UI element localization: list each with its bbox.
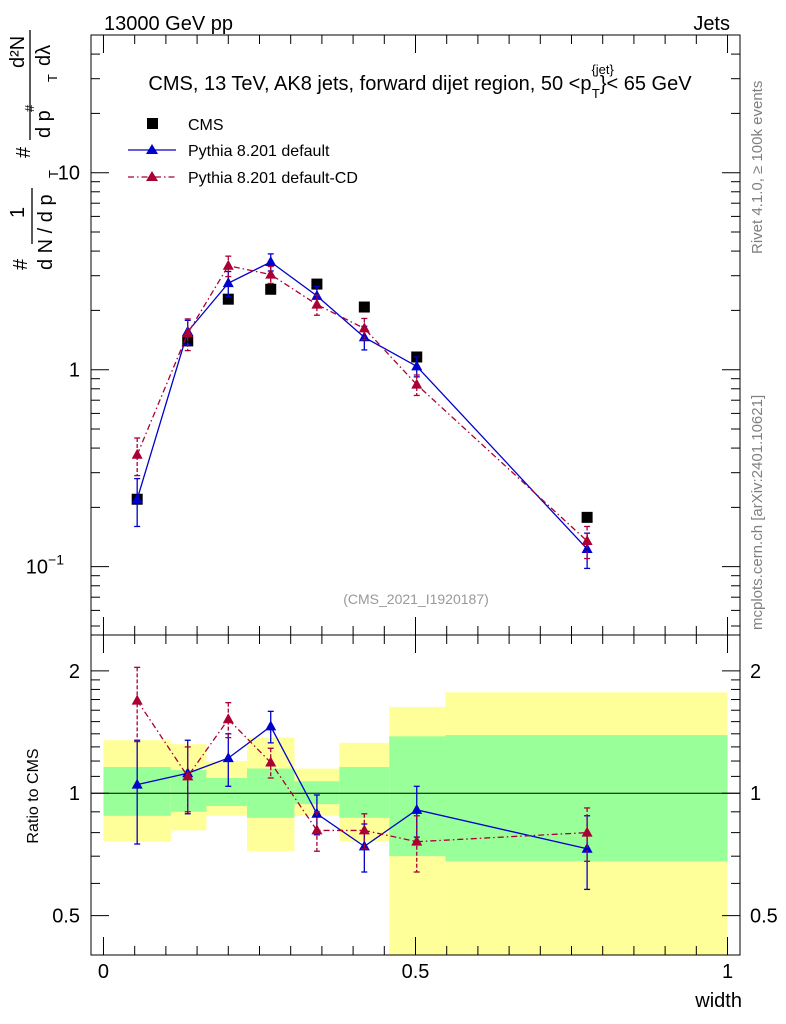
ratio-line-pythia-8-201-default	[137, 725, 588, 850]
main-point-cms-5	[358, 301, 370, 313]
legend-cms-marker	[147, 118, 158, 129]
main-point-pythia-8-201-default-6	[411, 360, 423, 371]
main-point-cms-7	[581, 511, 593, 523]
main-point-pythia-8-201-default-cd-3	[265, 268, 277, 279]
ylabel-d2n: d²N	[7, 36, 29, 68]
main-point-pythia-8-201-default-5	[358, 331, 370, 342]
category-label: Jets	[693, 13, 730, 35]
ratio-ytick-label-right-2: 2	[750, 661, 761, 683]
analysis-id: (CMS_2021_I1920187)	[343, 591, 489, 607]
ratio-xtick-label-0: 0	[98, 961, 109, 983]
ratio-point-pythia-8-201-default-6	[411, 803, 423, 814]
ratio-point-pythia-8-201-default-cd-6	[411, 835, 423, 846]
ratio-point-pythia-8-201-default-0	[131, 778, 143, 789]
main-point-cms-3	[265, 283, 277, 295]
legend-pythia-default-label: Pythia 8.201 default	[188, 143, 330, 160]
band-inner-5	[339, 767, 390, 818]
rivet-label: Rivet 4.1.0, ≥ 100k events	[749, 81, 766, 254]
energy-label: 13000 GeV pp	[104, 13, 233, 35]
ylabel-dl: dλ	[33, 45, 55, 66]
ratio-ytick-label-left-1: 1	[69, 783, 80, 805]
main-point-pythia-8-201-default-cd-2	[222, 259, 234, 270]
ratio-point-pythia-8-201-default-cd-0	[131, 694, 143, 705]
ratio-point-pythia-8-201-default-2	[222, 752, 234, 763]
ratio-point-pythia-8-201-default-cd-1	[182, 770, 194, 781]
ylabel-one: 1	[7, 207, 29, 218]
ratio-point-pythia-8-201-default-cd-3	[265, 756, 277, 767]
main-panel: 10−1 1 10	[26, 34, 741, 636]
ratio-ytick-label-left-2: 2	[69, 661, 80, 683]
x-axis-label: width	[694, 990, 742, 1012]
main-line-pythia-8-201-default	[136, 261, 588, 550]
title-suffix: }< 65 GeV	[600, 73, 692, 95]
ratio-point-pythia-8-201-default-3	[265, 720, 277, 731]
ratio-panel: 0 0.5 1 0.5 0.5 1 1 2 2	[52, 634, 778, 983]
ratio-ytick-label-right-0: 0.5	[750, 906, 778, 928]
title-sub: T	[592, 86, 600, 101]
main-point-pythia-8-201-default-2	[222, 277, 234, 288]
title-sup: {jet}	[591, 62, 614, 77]
ratio-point-pythia-8-201-default-cd-5	[358, 824, 370, 835]
main-point-pythia-8-201-default-cd-7	[581, 535, 593, 546]
ratio-ylabel: Ratio to CMS	[25, 748, 42, 843]
ratio-point-pythia-8-201-default-cd-7	[581, 826, 593, 837]
main-point-pythia-8-201-default-cd-4	[311, 298, 323, 309]
ylabel-sub-t1: T	[46, 170, 61, 178]
ylabel-hash1: #	[10, 258, 32, 270]
legend: CMS Pythia 8.201 default Pythia 8.201 de…	[128, 117, 358, 187]
ylabel-hash3: #	[22, 104, 37, 112]
ratio-line-pythia-8-201-default-cd	[136, 700, 588, 843]
ratio-ytick-label-right-1: 1	[750, 783, 761, 805]
legend-cms-label: CMS	[188, 117, 224, 134]
main-ytick-label-1: 1	[69, 360, 80, 382]
uncertainty-bands	[103, 692, 728, 955]
y-axis-label: # 1 d N / d p T # d²N # d p T dλ	[7, 30, 61, 270]
ylabel-dpt: d p	[33, 110, 55, 138]
ylabel-sub-t2: T	[45, 74, 60, 82]
ratio-xtick-label-1: 0.5	[402, 961, 430, 983]
ratio-xtick-label-2: 1	[722, 961, 733, 983]
plot-title: CMS, 13 TeV, AK8 jets, forward dijet reg…	[148, 62, 692, 101]
band-inner-2	[206, 778, 248, 807]
legend-pythia-cd-marker	[146, 171, 158, 181]
ratio-point-pythia-8-201-default-cd-2	[222, 713, 234, 724]
ylabel-hash2: #	[13, 146, 35, 158]
ratio-ytick-label-left-0: 0.5	[52, 906, 80, 928]
main-point-pythia-8-201-default-cd-6	[411, 378, 423, 389]
main-ytick-label-2: 10	[58, 163, 80, 185]
main-point-pythia-8-201-default-cd-5	[358, 322, 370, 333]
mcplots-label: mcplots.cern.ch [arXiv:2401.10621]	[749, 395, 766, 630]
ylabel-dn-dpt: d N / d p	[35, 194, 57, 270]
legend-pythia-cd-label: Pythia 8.201 default-CD	[188, 170, 358, 187]
main-point-cms-2	[222, 293, 234, 305]
main-ytick-label-0: 10−1	[26, 552, 64, 579]
main-point-pythia-8-201-default-cd-1	[182, 327, 194, 338]
ratio-point-pythia-8-201-default-cd-4	[311, 824, 323, 835]
main-point-pythia-8-201-default-0	[131, 493, 143, 504]
main-line-pythia-8-201-default-cd	[136, 265, 588, 542]
legend-pythia-default-marker	[146, 144, 158, 154]
main-point-cms-4	[311, 278, 323, 290]
band-inner-4	[294, 781, 340, 805]
main-point-pythia-8-201-default-3	[265, 256, 277, 267]
main-point-pythia-8-201-default-cd-0	[131, 448, 143, 459]
title-prefix: CMS, 13 TeV, AK8 jets, forward dijet reg…	[148, 73, 591, 95]
